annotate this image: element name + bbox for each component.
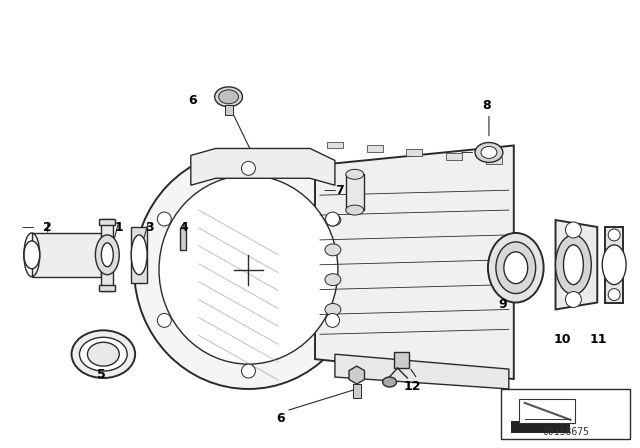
Polygon shape: [511, 421, 570, 433]
Polygon shape: [406, 150, 422, 156]
Polygon shape: [446, 154, 462, 160]
Ellipse shape: [241, 364, 255, 378]
Ellipse shape: [219, 90, 239, 104]
Ellipse shape: [346, 169, 364, 179]
Text: —: —: [461, 146, 474, 159]
Ellipse shape: [157, 212, 172, 226]
Ellipse shape: [157, 314, 172, 327]
Ellipse shape: [214, 87, 243, 107]
Ellipse shape: [101, 243, 113, 267]
Text: 00158675: 00158675: [542, 426, 589, 437]
Polygon shape: [335, 354, 509, 389]
Ellipse shape: [24, 241, 40, 269]
Polygon shape: [486, 157, 502, 164]
Polygon shape: [556, 220, 597, 310]
Ellipse shape: [346, 205, 364, 215]
Ellipse shape: [488, 233, 543, 302]
Polygon shape: [101, 219, 113, 291]
Text: 9: 9: [499, 298, 507, 311]
Text: 8: 8: [483, 99, 492, 112]
Ellipse shape: [95, 235, 119, 275]
Ellipse shape: [556, 235, 591, 294]
Bar: [353, 384, 361, 398]
Ellipse shape: [134, 151, 363, 389]
Text: 5: 5: [97, 367, 106, 380]
Text: 7: 7: [335, 184, 344, 197]
Ellipse shape: [159, 175, 338, 364]
Text: 2: 2: [44, 221, 52, 234]
Polygon shape: [394, 352, 410, 368]
Ellipse shape: [602, 245, 626, 284]
Polygon shape: [99, 284, 115, 291]
Ellipse shape: [563, 245, 583, 284]
Ellipse shape: [566, 292, 581, 307]
Ellipse shape: [326, 314, 340, 327]
Ellipse shape: [325, 214, 341, 226]
Text: 12: 12: [404, 380, 421, 393]
Polygon shape: [367, 146, 383, 152]
Text: —: —: [324, 184, 336, 197]
Ellipse shape: [131, 235, 147, 275]
Polygon shape: [191, 148, 335, 185]
Polygon shape: [315, 146, 514, 379]
Polygon shape: [32, 233, 101, 277]
Polygon shape: [327, 142, 343, 148]
Ellipse shape: [326, 212, 340, 226]
Polygon shape: [349, 366, 365, 384]
Text: 1: 1: [115, 221, 124, 234]
Ellipse shape: [481, 146, 497, 159]
Ellipse shape: [496, 242, 536, 293]
Ellipse shape: [475, 142, 503, 162]
Ellipse shape: [72, 330, 135, 378]
Text: 6: 6: [276, 412, 285, 425]
Ellipse shape: [325, 303, 341, 315]
Polygon shape: [605, 227, 623, 302]
Ellipse shape: [608, 289, 620, 301]
Text: 3: 3: [145, 221, 154, 234]
Ellipse shape: [79, 337, 127, 371]
Ellipse shape: [241, 161, 255, 175]
Polygon shape: [131, 227, 147, 283]
Bar: [225, 105, 232, 115]
Ellipse shape: [383, 377, 397, 387]
Ellipse shape: [88, 342, 119, 366]
Text: 10: 10: [554, 333, 572, 346]
Bar: [346, 174, 364, 210]
Polygon shape: [519, 399, 575, 423]
Bar: [180, 228, 186, 250]
Text: 6: 6: [189, 94, 197, 107]
Text: —: —: [22, 221, 34, 234]
Polygon shape: [99, 219, 115, 225]
Ellipse shape: [504, 252, 528, 284]
Text: 11: 11: [589, 333, 607, 346]
Ellipse shape: [608, 229, 620, 241]
Bar: [501, 389, 630, 439]
Ellipse shape: [566, 222, 581, 238]
Ellipse shape: [325, 274, 341, 286]
Text: 4: 4: [179, 221, 188, 234]
Ellipse shape: [325, 244, 341, 256]
